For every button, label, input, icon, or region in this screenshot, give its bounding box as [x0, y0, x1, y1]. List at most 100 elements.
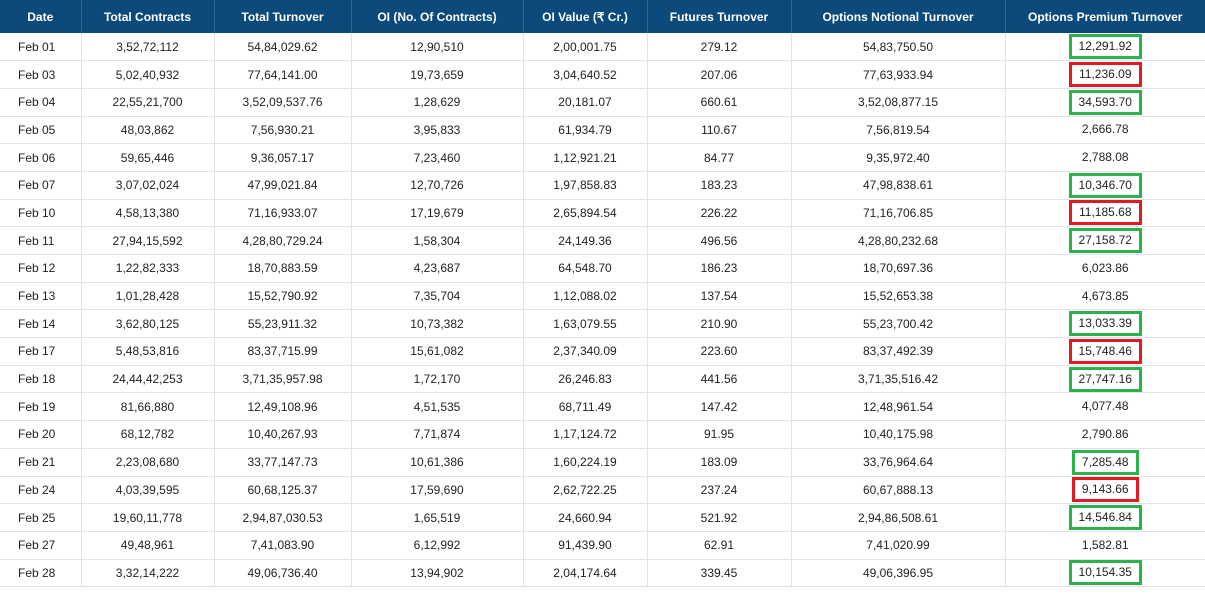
cell-oi-value: 68,711.49	[523, 392, 648, 422]
header-date[interactable]: Date	[0, 0, 82, 33]
cell-total-turnover: 49,06,736.40	[214, 559, 352, 588]
cell-oi-contracts: 15,61,082	[351, 337, 524, 366]
cell-options-premium-turnover: 4,673.85	[1005, 282, 1205, 311]
table-row: Feb 11 27,94,15,592 4,28,80,729.24 1,58,304…	[0, 226, 1205, 255]
premium-value-highlight-red: 9,143.66	[1071, 477, 1139, 503]
cell-futures-turnover: 137.54	[647, 282, 792, 311]
cell-date: Feb 20	[0, 420, 82, 449]
cell-oi-contracts: 1,28,629	[351, 88, 524, 117]
table-body: Feb 01 3,52,72,112 54,84,029.62 12,90,510 2,…	[0, 33, 1205, 588]
cell-oi-contracts: 12,70,726	[351, 171, 524, 200]
cell-options-notional-turnover: 54,83,750.50	[791, 33, 1006, 62]
header-futures-turnover[interactable]: Futures Turnover	[647, 0, 792, 33]
table-row: Feb 12 1,22,82,333 18,70,883.59 4,23,687 64,…	[0, 254, 1205, 283]
cell-options-premium-turnover: 14,546.84	[1005, 503, 1205, 532]
table-row: Feb 14 3,62,80,125 55,23,911.32 10,73,382 1,…	[0, 309, 1205, 339]
cell-oi-value: 2,62,722.25	[523, 476, 648, 505]
cell-date: Feb 19	[0, 392, 82, 422]
cell-date: Feb 25	[0, 503, 82, 532]
premium-value-highlight-green: 10,154.35	[1068, 560, 1142, 586]
premium-value-highlight-green: 27,158.72	[1068, 228, 1142, 254]
cell-options-notional-turnover: 47,98,838.61	[791, 171, 1006, 200]
cell-total-turnover: 7,56,930.21	[214, 116, 352, 145]
premium-value: 4,673.85	[1081, 288, 1129, 303]
cell-oi-value: 24,660.94	[523, 503, 648, 532]
cell-total-contracts: 3,07,02,024	[81, 171, 215, 200]
header-total-turnover[interactable]: Total Turnover	[214, 0, 352, 33]
cell-total-turnover: 71,16,933.07	[214, 199, 352, 228]
cell-options-premium-turnover: 34,593.70	[1005, 88, 1205, 117]
premium-value-highlight-green: 14,546.84	[1068, 505, 1142, 531]
premium-value-highlight-red: 11,236.09	[1069, 62, 1142, 88]
cell-date: Feb 10	[0, 199, 82, 228]
cell-futures-turnover: 186.23	[647, 254, 792, 283]
cell-oi-contracts: 10,61,386	[351, 448, 524, 477]
cell-oi-contracts: 4,51,535	[351, 392, 524, 422]
cell-options-premium-turnover: 2,788.08	[1005, 143, 1205, 172]
cell-total-contracts: 5,48,53,816	[81, 337, 215, 366]
cell-options-premium-turnover: 10,346.70	[1005, 171, 1205, 200]
cell-futures-turnover: 496.56	[647, 226, 792, 255]
table-row: Feb 13 1,01,28,428 15,52,790.92 7,35,704 1,1…	[0, 282, 1205, 311]
cell-futures-turnover: 183.09	[647, 448, 792, 477]
header-options-premium-turnover[interactable]: Options Premium Turnover	[1028, 9, 1183, 24]
table-row: Feb 18 24,44,42,253 3,71,35,957.98 1,72,170…	[0, 365, 1205, 394]
cell-options-notional-turnover: 3,71,35,516.42	[791, 365, 1006, 394]
cell-oi-contracts: 7,71,874	[351, 420, 524, 449]
premium-value-highlight-green: 27,747.16	[1068, 366, 1142, 392]
cell-options-notional-turnover: 4,28,80,232.68	[791, 226, 1006, 255]
header-row: Date Total Contracts Total Turnover OI (…	[0, 0, 1205, 33]
cell-options-premium-turnover: 11,185.68	[1005, 199, 1205, 228]
cell-oi-contracts: 1,72,170	[351, 365, 524, 394]
cell-futures-turnover: 62.91	[647, 531, 792, 560]
header-total-contracts[interactable]: Total Contracts	[81, 0, 215, 33]
header-options-notional-turnover[interactable]: Options Notional Turnover	[791, 0, 1006, 33]
cell-options-notional-turnover: 18,70,697.36	[791, 254, 1006, 283]
cell-total-turnover: 3,71,35,957.98	[214, 365, 352, 394]
cell-date: Feb 04	[0, 88, 82, 117]
cell-date: Feb 12	[0, 254, 82, 283]
cell-total-turnover: 77,64,141.00	[214, 60, 352, 89]
cell-futures-turnover: 183.23	[647, 171, 792, 200]
cell-futures-turnover: 84.77	[647, 143, 792, 172]
cell-total-turnover: 18,70,883.59	[214, 254, 352, 283]
table-row: Feb 20 68,12,782 10,40,267.93 7,71,874 1,17,…	[0, 420, 1205, 449]
premium-value-highlight-green: 12,291.92	[1068, 34, 1142, 60]
cell-total-contracts: 3,32,14,222	[81, 559, 215, 588]
cell-options-notional-turnover: 9,35,972.40	[791, 143, 1006, 172]
cell-date: Feb 01	[0, 33, 82, 62]
cell-options-notional-turnover: 3,52,08,877.15	[791, 88, 1006, 117]
cell-options-notional-turnover: 49,06,396.95	[791, 559, 1006, 588]
cell-options-premium-turnover: 6,023.86	[1005, 254, 1205, 283]
cell-total-contracts: 68,12,782	[81, 420, 215, 449]
header-oi-value[interactable]: OI Value (₹ Cr.)	[523, 0, 648, 33]
header-oi-contracts[interactable]: OI (No. Of Contracts)	[351, 0, 524, 33]
cell-futures-turnover: 91.95	[647, 420, 792, 449]
cell-total-contracts: 81,66,880	[81, 392, 215, 422]
cell-total-contracts: 59,65,446	[81, 143, 215, 172]
cell-oi-contracts: 17,59,690	[351, 476, 524, 505]
table-row: Feb 24 4,03,39,595 60,68,125.37 17,59,690 2,…	[0, 476, 1205, 505]
cell-total-contracts: 4,58,13,380	[81, 199, 215, 228]
turnover-table: Date Total Contracts Total Turnover OI (…	[0, 0, 1205, 588]
cell-oi-value: 64,548.70	[523, 254, 648, 283]
cell-options-notional-turnover: 7,41,020.99	[791, 531, 1006, 560]
cell-options-notional-turnover: 71,16,706.85	[791, 199, 1006, 228]
cell-total-turnover: 15,52,790.92	[214, 282, 352, 311]
cell-options-notional-turnover: 7,56,819.54	[791, 116, 1006, 145]
cell-oi-value: 2,04,174.64	[523, 559, 648, 588]
cell-options-premium-turnover: 9,143.66	[1005, 476, 1205, 505]
cell-total-contracts: 19,60,11,778	[81, 503, 215, 532]
cell-options-notional-turnover: 15,52,653.38	[791, 282, 1006, 311]
cell-futures-turnover: 521.92	[647, 503, 792, 532]
cell-oi-value: 1,60,224.19	[523, 448, 648, 477]
cell-options-premium-turnover: 27,747.16	[1005, 365, 1205, 394]
table-header: Date Total Contracts Total Turnover OI (…	[0, 0, 1205, 33]
table-row: Feb 25 19,60,11,778 2,94,87,030.53 1,65,519…	[0, 503, 1205, 532]
cell-date: Feb 03	[0, 60, 82, 89]
premium-value: 6,023.86	[1081, 260, 1129, 275]
table-row: Feb 01 3,52,72,112 54,84,029.62 12,90,510 2,…	[0, 33, 1205, 62]
cell-total-contracts: 4,03,39,595	[81, 476, 215, 505]
cell-oi-contracts: 19,73,659	[351, 60, 524, 89]
cell-futures-turnover: 223.60	[647, 337, 792, 366]
